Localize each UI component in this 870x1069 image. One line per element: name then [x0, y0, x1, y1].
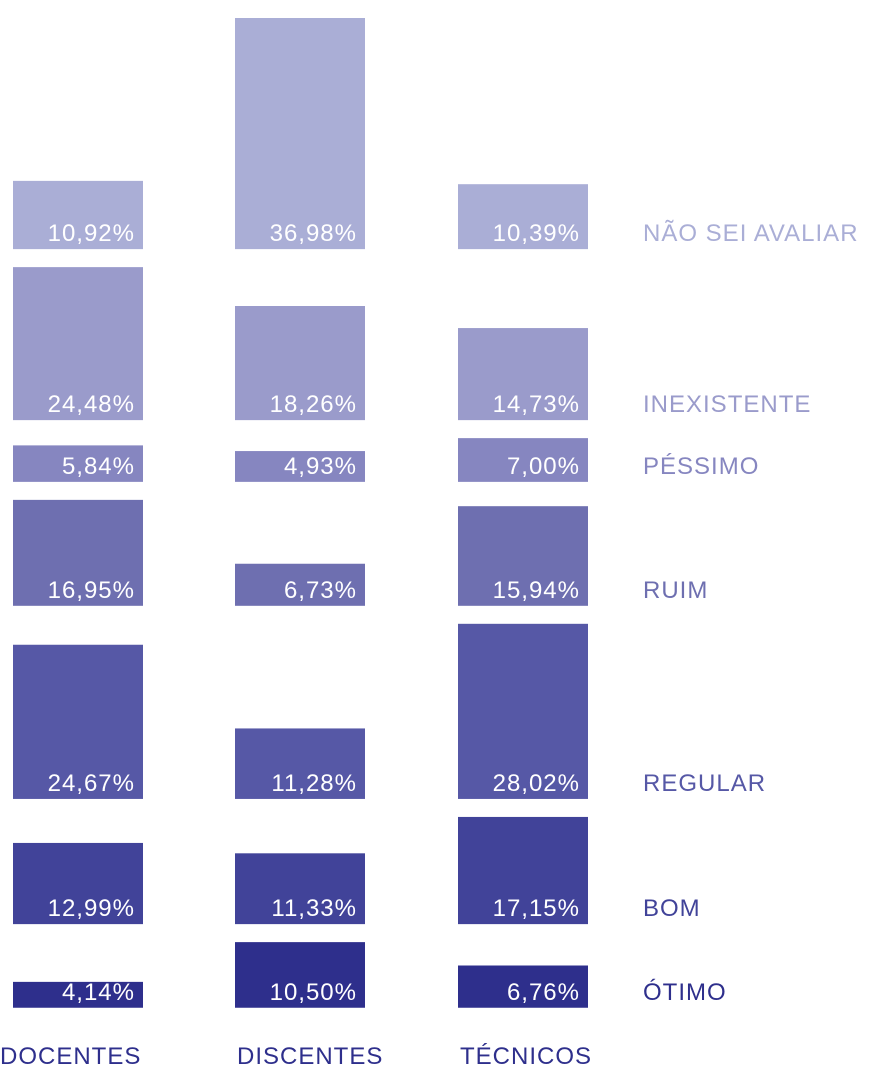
value-label: 14,73%	[493, 391, 580, 418]
bar	[458, 184, 588, 250]
bar	[13, 267, 143, 421]
value-label: 12,99%	[48, 895, 135, 922]
bar	[458, 328, 588, 421]
value-label: 10,92%	[48, 220, 135, 247]
bar	[13, 499, 143, 606]
value-label: 17,15%	[493, 895, 580, 922]
value-label: 28,02%	[493, 770, 580, 797]
legend-label: INEXISTENTE	[643, 391, 811, 418]
legend-label: ÓTIMO	[643, 979, 727, 1006]
legend-label: RUIM	[643, 577, 708, 604]
bar	[235, 853, 365, 925]
value-label: 6,73%	[284, 577, 357, 604]
bar	[458, 438, 588, 482]
value-label: 10,50%	[270, 979, 357, 1006]
bar	[458, 623, 588, 799]
value-label: 5,84%	[62, 453, 135, 480]
x-tick-label: DOCENTES	[0, 1043, 141, 1069]
bar	[235, 18, 365, 250]
value-label: 15,94%	[493, 577, 580, 604]
bar	[235, 942, 365, 1008]
bar	[235, 451, 365, 482]
bar	[13, 445, 143, 482]
bar	[458, 506, 588, 606]
value-label: 7,00%	[507, 453, 580, 480]
value-label: 4,93%	[284, 453, 357, 480]
bar	[458, 965, 588, 1008]
value-label: 10,39%	[493, 220, 580, 247]
value-label: 11,33%	[271, 895, 357, 922]
value-label: 16,95%	[48, 577, 135, 604]
value-label: 24,48%	[48, 391, 135, 418]
legend-label: REGULAR	[643, 770, 766, 797]
value-label: 6,76%	[507, 979, 580, 1006]
value-label: 24,67%	[48, 770, 135, 797]
bar	[13, 644, 143, 799]
value-label: 18,26%	[270, 391, 357, 418]
bar	[13, 180, 143, 250]
legend-label: BOM	[643, 895, 701, 922]
bar	[235, 728, 365, 799]
bar	[13, 981, 143, 1008]
legend-label: NÃO SEI AVALIAR	[643, 220, 859, 247]
bar	[235, 563, 365, 606]
x-tick-label: TÉCNICOS	[460, 1043, 592, 1069]
x-tick-label: DISCENTES	[237, 1043, 383, 1069]
value-label: 11,28%	[271, 770, 357, 797]
legend-label: PÉSSIMO	[643, 453, 759, 480]
bar	[13, 842, 143, 925]
value-label: 4,14%	[62, 979, 135, 1006]
value-label: 36,98%	[270, 220, 357, 247]
bar	[235, 306, 365, 421]
bar	[458, 816, 588, 925]
